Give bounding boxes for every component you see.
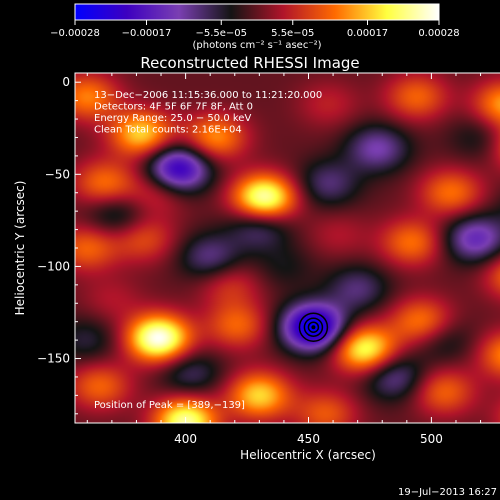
colorbar	[74, 3, 440, 21]
contour-ring	[307, 321, 320, 333]
colorbar-tick-label: −5.5e−05	[195, 28, 247, 39]
y-axis-ticks: 0 −50 −100 −150	[37, 75, 81, 415]
colorbar-tick-label: −0.00028	[50, 28, 100, 39]
chart-title: Reconstructed RHESSI Image	[140, 54, 359, 72]
y-tick-label: −50	[45, 167, 70, 181]
y-tick-label: −150	[37, 352, 70, 366]
colorbar-ticks: −0.00028 −0.00017 −5.5e−05 5.5e−05 0.00017 0.…	[50, 20, 460, 39]
colorbar-tick-label: 5.5e−05	[271, 28, 314, 39]
footer-timestamp: 19−Jul−2013 16:27	[398, 487, 497, 498]
x-tick-label: 400	[174, 432, 197, 446]
contour-ring	[298, 312, 329, 342]
annotation-line: Detectors: 4F 5F 6F 7F 8F, Att 0	[94, 102, 253, 113]
x-tick-label: 450	[297, 432, 320, 446]
annotation-line: Energy Range: 25.0 − 50.0 keV	[94, 113, 251, 124]
x-axis-label: Heliocentric X (arcsec)	[240, 448, 376, 462]
y-axis-label: Heliocentric Y (arcsec)	[13, 181, 27, 316]
colorbar-tick-label: −0.00017	[122, 28, 172, 39]
annotation-line: Clean Total counts: 2.16E+04	[94, 125, 242, 136]
annotation-line: 13−Dec−2006 11:15:36.000 to 11:21:20.000	[94, 90, 322, 101]
colorbar-unit-label: (photons cm⁻² s⁻¹ asec⁻²)	[192, 40, 321, 51]
colorbar-tick-label: 0.00017	[347, 28, 388, 39]
colorbar-tick-label: 0.00028	[418, 28, 459, 39]
y-tick-label: 0	[62, 75, 70, 89]
x-tick-label: 500	[420, 432, 443, 446]
minimum-contour-marker	[298, 312, 329, 342]
heatmap-image	[75, 73, 500, 423]
y-tick-label: −100	[37, 259, 70, 273]
minimum-point	[311, 325, 316, 330]
x-axis-ticks: 400 450 500	[86, 73, 482, 446]
peak-position-label: Position of Peak = [389,−139]	[94, 400, 245, 411]
annotation-block: 13−Dec−2006 11:15:36.000 to 11:21:20.000…	[94, 90, 322, 136]
image-area	[75, 73, 500, 423]
contour-ring	[303, 317, 324, 337]
